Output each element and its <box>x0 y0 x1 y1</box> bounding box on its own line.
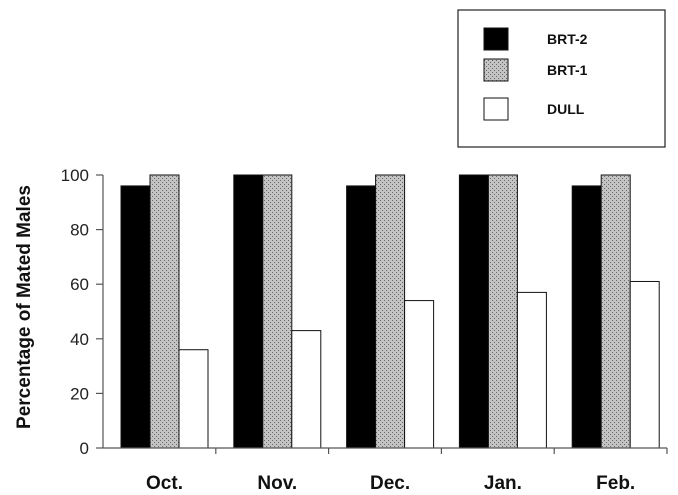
y-tick-label: 100 <box>61 166 89 185</box>
bar-brt-2-dec <box>346 185 377 449</box>
x-tick-label: Oct. <box>146 473 183 494</box>
y-tick-label: 60 <box>70 275 89 294</box>
legend-label-dull: DULL <box>547 101 585 117</box>
legend-swatch-brt-2 <box>483 27 509 51</box>
y-tick-label: 0 <box>80 439 89 458</box>
x-tick-label: Nov. <box>257 473 297 494</box>
legend-label-brt-2: BRT-2 <box>547 31 588 47</box>
legend-label-brt-1: BRT-1 <box>547 62 588 78</box>
bar-brt-1-jan <box>487 174 518 449</box>
bar-brt-2-nov <box>233 174 264 449</box>
y-tick-label: 20 <box>70 384 89 403</box>
bar-dull-oct <box>178 349 209 449</box>
bar-brt-2-feb <box>571 185 602 449</box>
bar-brt-1-feb <box>600 174 631 449</box>
y-tick-label: 80 <box>70 221 89 240</box>
bar-dull-jan <box>516 291 547 449</box>
x-tick-label: Feb. <box>596 473 635 494</box>
bars <box>120 174 668 454</box>
bar-brt-1-nov <box>262 174 293 449</box>
x-tick-label: Jan. <box>484 473 522 494</box>
x-axis-labels: Oct. Nov. Dec. Jan. Feb. <box>146 473 635 494</box>
y-axis-ticks: 0 20 40 60 80 100 <box>61 166 103 458</box>
legend-swatch-brt-1 <box>483 58 509 82</box>
legend: BRT-2 BRT-1 DULL <box>457 9 666 148</box>
bar-dull-feb <box>629 280 660 449</box>
bar-brt-1-dec <box>375 174 406 449</box>
bar-brt-2-jan <box>458 174 489 449</box>
bar-dull-dec <box>404 300 435 449</box>
x-tick-label: Dec. <box>370 473 410 494</box>
bar-dull-nov <box>291 330 322 449</box>
y-axis-title: Percentage of Mated Males <box>14 185 35 429</box>
bar-brt-2-oct <box>120 185 151 449</box>
legend-swatch-dull <box>483 97 509 121</box>
bar-brt-1-oct <box>149 174 180 449</box>
y-tick-label: 40 <box>70 330 89 349</box>
